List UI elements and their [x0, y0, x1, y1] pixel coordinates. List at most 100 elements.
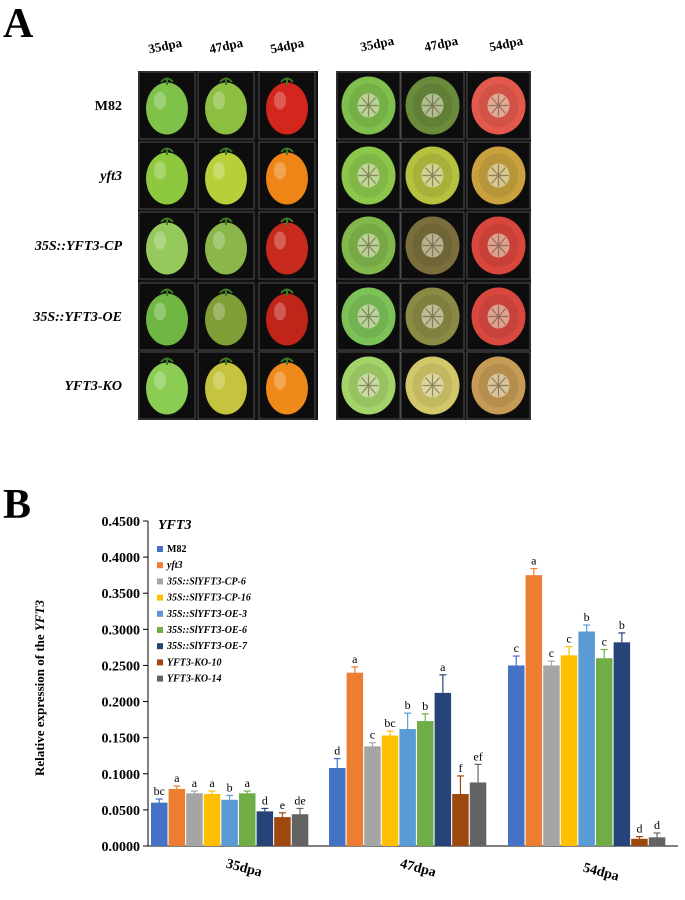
- stage-label-whole: 47dpa: [208, 35, 245, 57]
- bar: [434, 692, 452, 846]
- stage-label-whole: 35dpa: [147, 35, 184, 57]
- genotype-label: YFT3-KO: [64, 379, 122, 394]
- fruit-section-photo: [336, 211, 401, 280]
- whole-fruit-photo: [138, 71, 196, 140]
- legend-label: 35S::SlYFT3-OE-6: [166, 625, 247, 636]
- whole-fruit-photo: [258, 282, 316, 351]
- significance-letter: a: [192, 776, 198, 790]
- bar: [469, 782, 487, 846]
- significance-letter: a: [174, 771, 180, 785]
- whole-fruit-photo: [138, 351, 196, 420]
- legend-label: M82: [167, 544, 186, 555]
- y-tick-label: 0.2500: [102, 659, 141, 674]
- panel-a-fruit-images: A 35dpa 47dpa 54dpa 35dpa 47dpa 54dpa M82yft3…: [3, 1, 531, 420]
- bar: [381, 735, 399, 846]
- genotype-label: M82: [95, 99, 122, 114]
- y-tick-label: 0.0500: [102, 804, 141, 819]
- y-tick-label: 0.4000: [102, 551, 141, 566]
- legend-swatch: [157, 627, 163, 633]
- whole-fruit-photo: [258, 211, 316, 280]
- legend-label: 35S::SlYFT3-CP-6: [166, 576, 246, 587]
- bar: [203, 794, 221, 846]
- legend-label: yft3: [166, 560, 183, 571]
- bar: [186, 793, 203, 846]
- significance-letter: ef: [473, 749, 482, 763]
- significance-letter: d: [262, 793, 268, 807]
- bar: [578, 631, 595, 846]
- chart-inset-title: YFT3: [158, 518, 191, 533]
- bar: [525, 575, 543, 846]
- bar: [560, 655, 578, 846]
- bar: [596, 658, 613, 846]
- bar: [291, 814, 309, 846]
- y-axis-title: Relative expression of the YFT3: [32, 600, 47, 776]
- fruit-section-photo: [466, 71, 531, 140]
- significance-letter: de: [294, 793, 305, 807]
- bar: [631, 838, 648, 846]
- panel-a-label: A: [3, 1, 34, 47]
- bar: [648, 837, 666, 846]
- fruit-section-photo: [466, 141, 531, 210]
- legend-swatch: [157, 610, 163, 617]
- bar: [239, 793, 256, 846]
- legend-label: YFT3-KO-14: [167, 674, 221, 685]
- significance-letter: d: [334, 744, 340, 758]
- whole-fruit-photo: [197, 282, 255, 351]
- whole-fruit-photo: [138, 211, 196, 280]
- fruit-section-photo: [400, 141, 465, 210]
- significance-letter: a: [531, 554, 537, 568]
- legend-label: 35S::SlYFT3-CP-16: [166, 593, 251, 604]
- y-tick-label: 0.4500: [102, 515, 141, 530]
- bar: [508, 665, 525, 846]
- significance-letter: e: [280, 798, 285, 812]
- significance-letter: c: [602, 635, 607, 649]
- bar: [274, 817, 291, 846]
- y-tick-label: 0.1000: [102, 768, 141, 783]
- legend-swatch: [157, 675, 163, 682]
- stage-label-whole: 54dpa: [269, 35, 306, 57]
- legend-swatch: [157, 659, 163, 666]
- y-tick-label: 0.0000: [102, 840, 141, 855]
- significance-letter: b: [422, 699, 428, 713]
- genotype-label: 35S::YFT3-CP: [34, 239, 123, 254]
- whole-fruit-photo: [197, 211, 255, 280]
- legend-label: YFT3-KO-10: [167, 657, 221, 668]
- fruit-section-photo: [400, 351, 465, 420]
- stage-label-section: 47dpa: [423, 33, 460, 55]
- x-category-label: 35dpa: [224, 857, 263, 881]
- bar: [151, 802, 168, 846]
- whole-fruit-photo: [138, 282, 196, 351]
- fruit-section-photo: [466, 211, 531, 280]
- legend-swatch: [157, 643, 163, 650]
- genotype-label: yft3: [98, 169, 122, 184]
- whole-fruit-photo: [197, 141, 255, 210]
- significance-letter: b: [619, 618, 625, 632]
- stage-labels: 35dpa 47dpa 54dpa 35dpa 47dpa 54dpa: [147, 33, 525, 57]
- x-category-label: 54dpa: [581, 861, 620, 885]
- bar: [613, 642, 631, 846]
- stage-label-section: 54dpa: [488, 33, 525, 55]
- whole-fruit-photo: [138, 141, 196, 210]
- significance-letter: b: [584, 610, 590, 624]
- x-category-label: 47dpa: [398, 857, 437, 881]
- fruit-section-grid: [336, 71, 531, 420]
- bar: [364, 746, 381, 846]
- fruit-section-photo: [400, 282, 465, 351]
- fruit-section-photo: [336, 282, 401, 351]
- whole-fruit-photo: [197, 351, 255, 420]
- significance-letter: c: [566, 632, 571, 646]
- legend-label: 35S::SlYFT3-OE-7: [166, 641, 248, 652]
- whole-fruit-photo: [258, 71, 316, 140]
- y-tick-label: 0.3000: [102, 623, 141, 638]
- bar: [543, 665, 560, 846]
- significance-letter: a: [209, 776, 215, 790]
- significance-letter: bc: [154, 784, 165, 798]
- fruit-section-photo: [466, 351, 531, 420]
- legend-label: 35S::SlYFT3-OE-3: [166, 609, 247, 620]
- fruit-section-photo: [400, 71, 465, 140]
- bar: [168, 788, 186, 846]
- y-tick-label: 0.1500: [102, 732, 141, 747]
